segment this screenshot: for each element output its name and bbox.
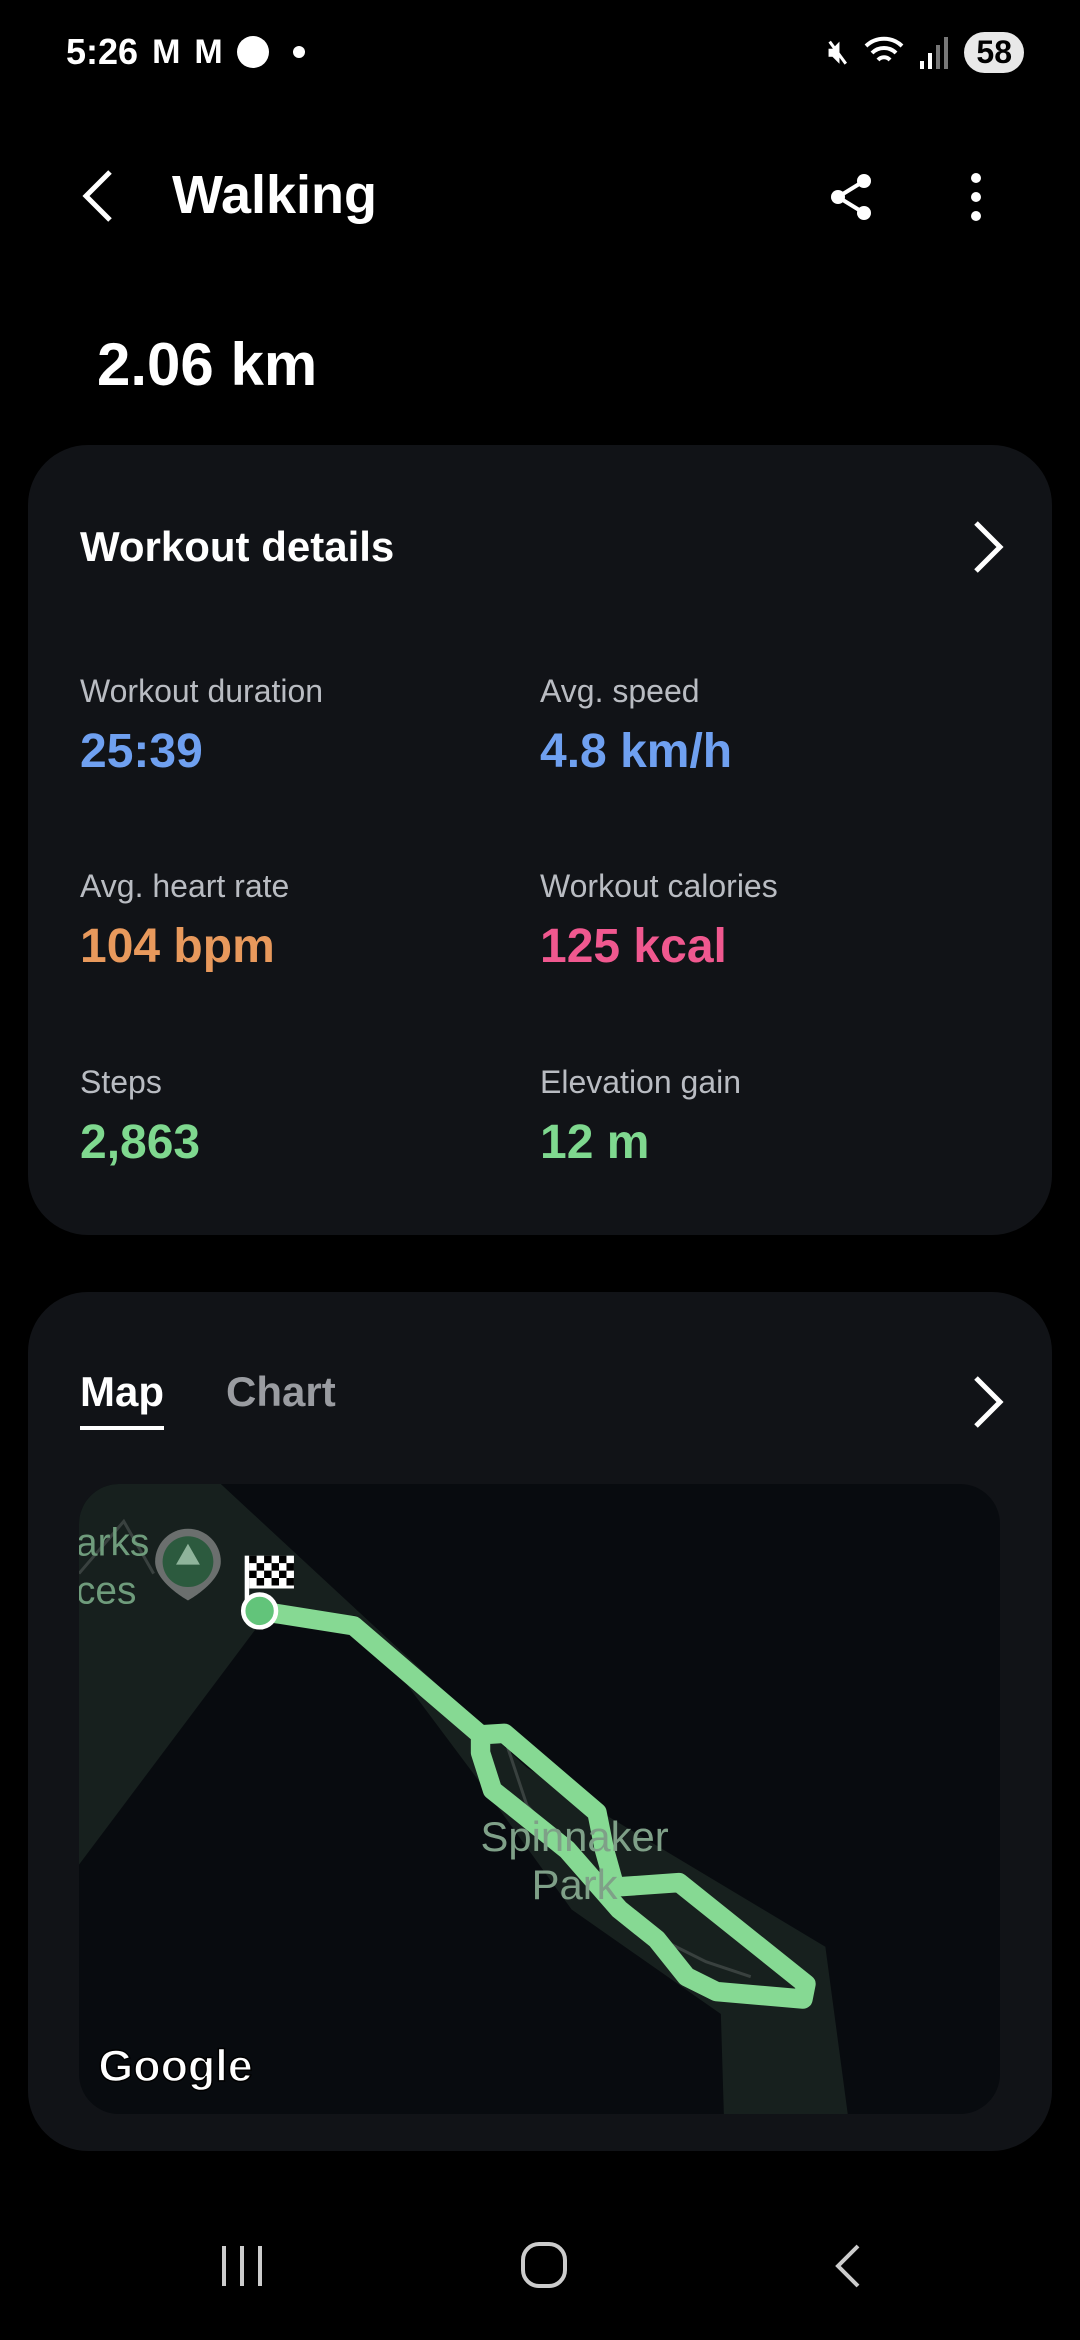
dot-icon — [292, 46, 305, 58]
stat-label: Workout duration — [80, 673, 324, 709]
workout-details-title: Workout details — [80, 523, 395, 570]
route-tabs: Map Chart — [80, 1368, 336, 1430]
chevron-right-icon[interactable] — [968, 517, 1008, 577]
google-logo: Google — [98, 2041, 252, 2091]
map-label: arks — [79, 1522, 149, 1565]
gmail-icon: M — [194, 32, 223, 71]
messenger-icon — [236, 36, 269, 68]
stat-label: Steps — [80, 1064, 162, 1100]
battery-indicator: 58 — [964, 31, 1024, 73]
map-label: Park — [532, 1861, 618, 1908]
stat-label: Elevation gain — [540, 1064, 742, 1100]
stat-value: 25:39 — [80, 725, 203, 778]
chevron-right-icon[interactable] — [968, 1372, 1008, 1432]
total-distance: 2.06 km — [97, 331, 318, 398]
finish-flag-icon — [244, 1555, 294, 1604]
tab-map[interactable]: Map — [80, 1368, 164, 1430]
stat-value: 12 m — [540, 1116, 650, 1169]
stat-label: Avg. speed — [540, 673, 700, 709]
stat-label: Avg. heart rate — [80, 868, 290, 904]
share-button[interactable] — [826, 172, 876, 222]
clock: 5:26 — [66, 31, 139, 72]
route-path — [258, 1601, 816, 2009]
route-map[interactable]: arks ces Spinnaker Park Google — [79, 1484, 1000, 2114]
stat-item: Avg. heart rate 104 bpm — [80, 868, 289, 974]
tab-chart[interactable]: Chart — [226, 1368, 336, 1415]
more-options-button[interactable] — [966, 172, 986, 222]
status-bar: 5:26 M M 🔇︎ 58 — [66, 28, 1024, 76]
navigation-bar — [0, 2240, 1080, 2300]
park-pin-icon — [155, 1528, 221, 1601]
stat-item: Avg. speed 4.8 km/h — [540, 673, 732, 779]
stat-value: 125 kcal — [540, 920, 727, 973]
signal-icon — [920, 37, 949, 69]
mute-icon: 🔇︎ — [828, 33, 849, 69]
stat-value: 2,863 — [80, 1116, 201, 1169]
stat-value: 4.8 km/h — [540, 725, 733, 778]
stat-item: Workout duration 25:39 — [80, 673, 323, 779]
stat-item: Elevation gain 12 m — [540, 1064, 741, 1170]
stat-value: 104 bpm — [80, 920, 275, 973]
start-marker — [240, 1592, 279, 1630]
route-card: Map Chart arks ces Spinnaker Park Google — [28, 1292, 1052, 2151]
workout-details-card[interactable]: Workout details Workout duration 25:39 Avg… — [28, 445, 1052, 1235]
stat-item: Workout calories 125 kcal — [540, 868, 778, 974]
stat-item: Steps 2,863 — [80, 1064, 200, 1170]
map-label: Spinnaker — [481, 1813, 669, 1860]
wifi-icon — [865, 36, 904, 62]
stat-label: Workout calories — [540, 868, 778, 904]
page-title: Walking — [172, 165, 378, 225]
map-label: ces — [79, 1569, 136, 1612]
recent-apps-button[interactable] — [218, 2244, 266, 2288]
back-button[interactable] — [80, 168, 116, 224]
back-nav-button[interactable] — [830, 2242, 864, 2290]
home-button[interactable] — [520, 2240, 568, 2290]
gmail-icon: M — [152, 32, 181, 71]
park-area — [79, 1484, 848, 2114]
